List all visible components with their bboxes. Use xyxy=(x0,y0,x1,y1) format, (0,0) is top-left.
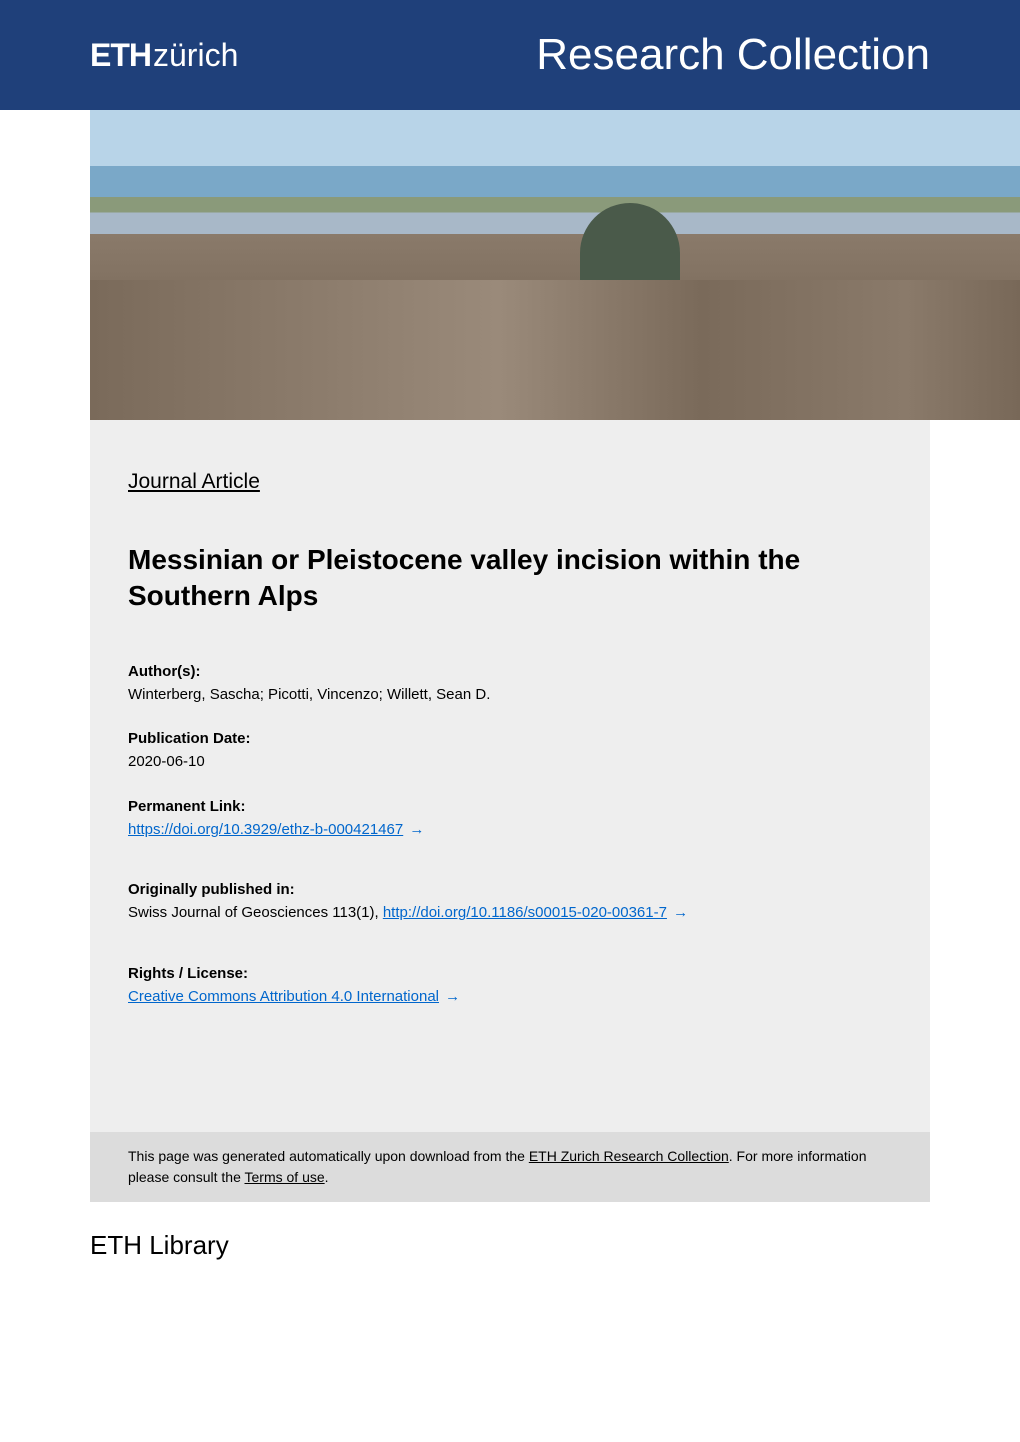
originally-published-value: Swiss Journal of Geosciences 113(1), htt… xyxy=(128,902,892,925)
hero-building-shape xyxy=(90,280,1020,420)
rights-value: Creative Commons Attribution 4.0 Interna… xyxy=(128,986,892,1009)
pubdate-block: Publication Date: 2020-06-10 xyxy=(128,730,892,774)
footer-terms-link[interactable]: Terms of use xyxy=(245,1169,325,1185)
pubdate-label: Publication Date: xyxy=(128,730,892,747)
logo-eth-text: ETH xyxy=(90,37,151,74)
rights-block: Rights / License: Creative Commons Attri… xyxy=(128,965,892,1009)
authors-value: Winterberg, Sascha; Picotti, Vincenzo; W… xyxy=(128,684,892,707)
authors-label: Author(s): xyxy=(128,663,892,680)
header-bar: ETH zürich Research Collection xyxy=(0,0,1020,110)
article-title: Messinian or Pleistocene valley incision… xyxy=(128,542,892,615)
permalink-label: Permanent Link: xyxy=(128,798,892,815)
rights-label: Rights / License: xyxy=(128,965,892,982)
originally-published-label: Originally published in: xyxy=(128,881,892,898)
pubdate-value: 2020-06-10 xyxy=(128,751,892,774)
external-link-icon: → xyxy=(445,988,460,1005)
permalink-link[interactable]: https://doi.org/10.3929/ethz-b-000421467 xyxy=(128,821,403,838)
originally-published-prefix: Swiss Journal of Geosciences 113(1), xyxy=(128,904,383,921)
footer-collection-link[interactable]: ETH Zurich Research Collection xyxy=(529,1148,729,1164)
collection-title: Research Collection xyxy=(536,30,930,80)
content-area: Journal Article Messinian or Pleistocene… xyxy=(90,420,930,1132)
originally-published-block: Originally published in: Swiss Journal o… xyxy=(128,881,892,925)
rights-link[interactable]: Creative Commons Attribution 4.0 Interna… xyxy=(128,988,439,1005)
hero-image xyxy=(90,110,1020,420)
authors-block: Author(s): Winterberg, Sascha; Picotti, … xyxy=(128,663,892,707)
logo-zurich-text: zürich xyxy=(153,37,238,74)
external-link-icon: → xyxy=(673,904,688,921)
originally-published-link[interactable]: http://doi.org/10.1186/s00015-020-00361-… xyxy=(383,904,667,921)
external-link-icon: → xyxy=(409,821,424,838)
library-footer: ETH Library xyxy=(0,1202,1020,1301)
footer-note: This page was generated automatically up… xyxy=(90,1132,930,1202)
eth-logo: ETH zürich xyxy=(90,37,238,74)
footer-note-prefix: This page was generated automatically up… xyxy=(128,1148,529,1164)
permalink-value: https://doi.org/10.3929/ethz-b-000421467… xyxy=(128,819,892,842)
footer-note-suffix: . xyxy=(325,1169,329,1185)
permalink-block: Permanent Link: https://doi.org/10.3929/… xyxy=(128,798,892,842)
article-type-label: Journal Article xyxy=(128,470,892,494)
